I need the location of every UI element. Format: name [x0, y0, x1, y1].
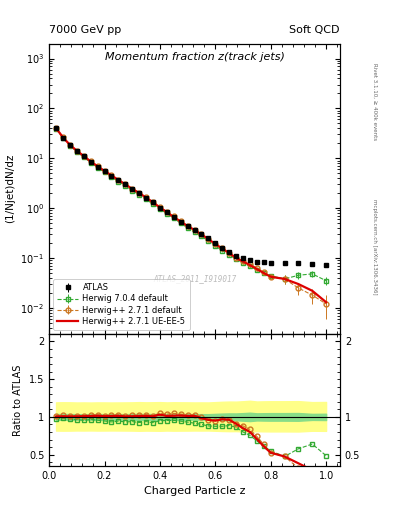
- Y-axis label: (1/Njet)dN/dz: (1/Njet)dN/dz: [5, 154, 15, 223]
- Herwig++ 2.7.1 UE-EE-5: [171, 214, 176, 220]
- Herwig++ 2.7.1 UE-EE-5: [310, 288, 315, 294]
- Herwig++ 2.7.1 UE-EE-5: [282, 276, 287, 282]
- Herwig++ 2.7.1 UE-EE-5: [227, 250, 231, 256]
- Y-axis label: Ratio to ATLAS: Ratio to ATLAS: [13, 364, 23, 436]
- Herwig++ 2.7.1 UE-EE-5: [220, 245, 224, 251]
- Herwig++ 2.7.1 UE-EE-5: [95, 163, 100, 169]
- Herwig++ 2.7.1 UE-EE-5: [54, 125, 59, 131]
- Herwig++ 2.7.1 UE-EE-5: [151, 199, 155, 205]
- Herwig++ 2.7.1 UE-EE-5: [296, 281, 301, 287]
- Herwig++ 2.7.1 UE-EE-5: [61, 134, 65, 140]
- Herwig++ 2.7.1 UE-EE-5: [324, 299, 329, 305]
- Herwig++ 2.7.1 UE-EE-5: [248, 262, 252, 268]
- Herwig++ 2.7.1 UE-EE-5: [137, 190, 141, 196]
- Herwig++ 2.7.1 UE-EE-5: [261, 270, 266, 276]
- Text: Soft QCD: Soft QCD: [290, 25, 340, 35]
- Herwig++ 2.7.1 UE-EE-5: [234, 255, 239, 261]
- Herwig++ 2.7.1 UE-EE-5: [74, 148, 79, 154]
- Legend: ATLAS, Herwig 7.0.4 default, Herwig++ 2.7.1 default, Herwig++ 2.7.1 UE-EE-5: ATLAS, Herwig 7.0.4 default, Herwig++ 2.…: [53, 279, 190, 330]
- Herwig++ 2.7.1 UE-EE-5: [165, 209, 169, 215]
- X-axis label: Charged Particle z: Charged Particle z: [144, 486, 245, 496]
- Herwig++ 2.7.1 UE-EE-5: [213, 241, 218, 247]
- Herwig++ 2.7.1 UE-EE-5: [241, 259, 245, 265]
- Herwig++ 2.7.1 UE-EE-5: [102, 168, 107, 174]
- Herwig++ 2.7.1 UE-EE-5: [192, 227, 197, 233]
- Herwig++ 2.7.1 UE-EE-5: [68, 142, 72, 148]
- Herwig++ 2.7.1 UE-EE-5: [268, 274, 273, 280]
- Herwig++ 2.7.1 UE-EE-5: [109, 172, 114, 178]
- Text: ATLAS_2011_I919017: ATLAS_2011_I919017: [153, 274, 236, 283]
- Line: Herwig++ 2.7.1 UE-EE-5: Herwig++ 2.7.1 UE-EE-5: [56, 128, 326, 302]
- Herwig++ 2.7.1 UE-EE-5: [81, 153, 86, 159]
- Herwig++ 2.7.1 UE-EE-5: [199, 231, 204, 238]
- Herwig++ 2.7.1 UE-EE-5: [123, 181, 128, 187]
- Herwig++ 2.7.1 UE-EE-5: [116, 177, 121, 183]
- Herwig++ 2.7.1 UE-EE-5: [88, 158, 93, 164]
- Text: Rivet 3.1.10, ≥ 400k events: Rivet 3.1.10, ≥ 400k events: [372, 63, 377, 140]
- Herwig++ 2.7.1 UE-EE-5: [255, 266, 259, 272]
- Herwig++ 2.7.1 UE-EE-5: [178, 219, 183, 225]
- Text: 7000 GeV pp: 7000 GeV pp: [49, 25, 121, 35]
- Text: mcplots.cern.ch [arXiv:1306.3436]: mcplots.cern.ch [arXiv:1306.3436]: [372, 199, 377, 294]
- Herwig++ 2.7.1 UE-EE-5: [185, 223, 190, 229]
- Herwig++ 2.7.1 UE-EE-5: [130, 186, 134, 192]
- Text: Momentum fraction z(track jets): Momentum fraction z(track jets): [105, 52, 285, 62]
- Herwig++ 2.7.1 UE-EE-5: [158, 204, 162, 210]
- Herwig++ 2.7.1 UE-EE-5: [144, 195, 149, 201]
- Herwig++ 2.7.1 UE-EE-5: [206, 236, 211, 242]
